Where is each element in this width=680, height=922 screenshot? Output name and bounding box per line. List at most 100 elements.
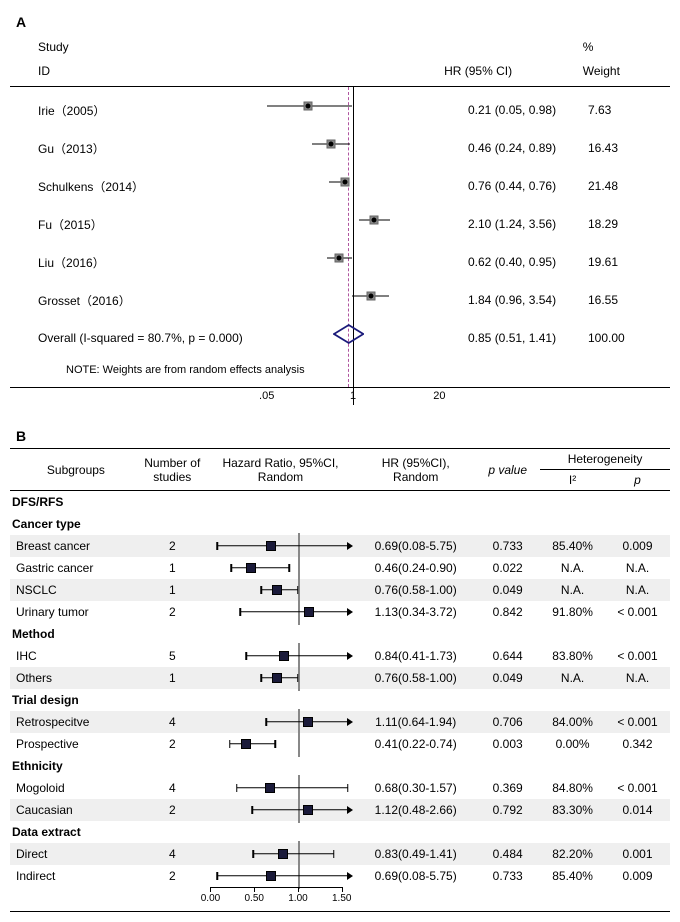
i-squared: 82.20% [540,843,605,865]
subgroup-label: Urinary tumor [10,601,140,623]
subgroup-row: Indirect20.69(0.08-5.75)0.73385.40%0.009 [10,865,670,887]
mini-forest [210,535,350,557]
i-squared: N.A. [540,579,605,601]
mini-forest [210,601,350,623]
panel-a-rows: Irie（2005）0.21 (0.05, 0.98)7.63Gu（2013）0… [10,86,670,388]
p-value: 0.484 [475,843,540,865]
study-weight: 19.61 [588,255,658,269]
axis-tick: 20 [433,390,445,402]
subgroup-row: IHC50.84(0.41-1.73)0.64483.80%< 0.001 [10,645,670,667]
het-p: N.A. [605,579,670,601]
subgroup-label: IHC [10,645,140,667]
subgroup-row: Gastric cancer10.46(0.24-0.90)0.022N.A.N… [10,557,670,579]
p-value: 0.842 [475,601,540,623]
het-p: < 0.001 [605,777,670,799]
i-squared: N.A. [540,557,605,579]
p-value: 0.003 [475,733,540,755]
section-row: Cancer type [10,513,670,535]
panel-b-label: B [16,428,670,444]
study-hrci: 0.21 (0.05, 0.98) [448,103,588,117]
subgroup-row: Others10.76(0.58-1.00)0.049N.A.N.A. [10,667,670,689]
i-squared: 83.30% [540,799,605,821]
n-studies: 2 [140,601,205,623]
subgroup-label: Breast cancer [10,535,140,557]
p-value: 0.369 [475,777,540,799]
het-p: 0.342 [605,733,670,755]
het-p: 0.001 [605,843,670,865]
header-study: Study [38,40,375,54]
p-value: 0.706 [475,711,540,733]
study-label: Liu（2016） [38,254,258,271]
subgroup-row: Caucasian21.12(0.48-2.66)0.79283.30%0.01… [10,799,670,821]
i-squared: 85.40% [540,535,605,557]
hr-ci: 1.13(0.34-3.72) [356,601,475,623]
section-row: Ethnicity [10,755,670,777]
study-row: Schulkens（2014） 0.76 (0.44, 0.76)21.48 [10,167,670,205]
axis-tick-label: 1.00 [288,893,307,904]
n-studies: 5 [140,645,205,667]
header-pct: % [583,40,662,54]
study-hrci: 0.76 (0.44, 0.76) [448,179,588,193]
hr-ci: 0.68(0.30-1.57) [356,777,475,799]
mini-forest [210,777,350,799]
study-label: Schulkens（2014） [38,178,258,195]
section-row: Trial design [10,689,670,711]
p-value: 0.733 [475,865,540,887]
n-studies: 2 [140,799,205,821]
axis-tick-label: 0.50 [244,893,263,904]
i-squared: N.A. [540,667,605,689]
subgroup-label: Retrospecitve [10,711,140,733]
study-weight: 21.48 [588,179,658,193]
n-studies: 2 [140,865,205,887]
subgroup-table: Subgroups Number of studies Hazard Ratio… [10,448,670,912]
axis-tick: .05 [259,390,274,402]
mini-forest [210,645,350,667]
header-id: ID [38,64,375,78]
th-i2: I² [540,470,605,491]
hr-ci: 1.11(0.64-1.94) [356,711,475,733]
section-row: DFS/RFS [10,491,670,513]
het-p: N.A. [605,667,670,689]
het-p: N.A. [605,557,670,579]
panel-a-header: Study ID HR (95% CI) % Weight [10,34,670,86]
mini-forest [210,843,350,865]
subgroup-label: NSCLC [10,579,140,601]
hr-ci: 0.46(0.24-0.90) [356,557,475,579]
section-label: Method [10,623,670,645]
study-row: Liu（2016）0.62 (0.40, 0.95)19.61 [10,243,670,281]
study-weight: 18.29 [588,217,658,231]
section-label: Data extract [10,821,670,843]
n-studies: 1 [140,557,205,579]
study-weight: 16.55 [588,293,658,307]
mini-forest [210,733,350,755]
subgroup-label: Mogoloid [10,777,140,799]
subgroup-label: Direct [10,843,140,865]
het-p: < 0.001 [605,601,670,623]
overall-label: Overall (I-squared = 80.7%, p = 0.000) [38,331,258,345]
p-value: 0.049 [475,667,540,689]
study-weight: 16.43 [588,141,658,155]
panel-a-axis: .05120 [10,388,258,414]
subgroup-label: Prospective [10,733,140,755]
th-n: Number of studies [140,449,205,491]
forest-plot-a: Study ID HR (95% CI) % Weight Irie（2005）… [10,34,670,414]
n-studies: 4 [140,843,205,865]
panel-a-note: NOTE: Weights are from random effects an… [38,358,305,382]
th-het: Heterogeneity [540,449,670,470]
n-studies: 1 [140,579,205,601]
forest-plot-b: Subgroups Number of studies Hazard Ratio… [10,448,670,912]
study-label: Irie（2005） [38,102,258,119]
th-subgroups: Subgroups [10,449,140,491]
p-value: 0.792 [475,799,540,821]
i-squared: 0.00% [540,733,605,755]
panel-b-axis: 0.000.501.001.50 [210,887,350,911]
panel-a-label: A [16,14,670,30]
hr-ci: 0.76(0.58-1.00) [356,579,475,601]
section-label: Ethnicity [10,755,670,777]
study-row: Fu（2015）2.10 (1.24, 3.56)18.29 [10,205,670,243]
het-p: < 0.001 [605,645,670,667]
het-p: 0.009 [605,535,670,557]
section-label: DFS/RFS [10,491,670,513]
het-p: 0.009 [605,865,670,887]
p-value: 0.022 [475,557,540,579]
